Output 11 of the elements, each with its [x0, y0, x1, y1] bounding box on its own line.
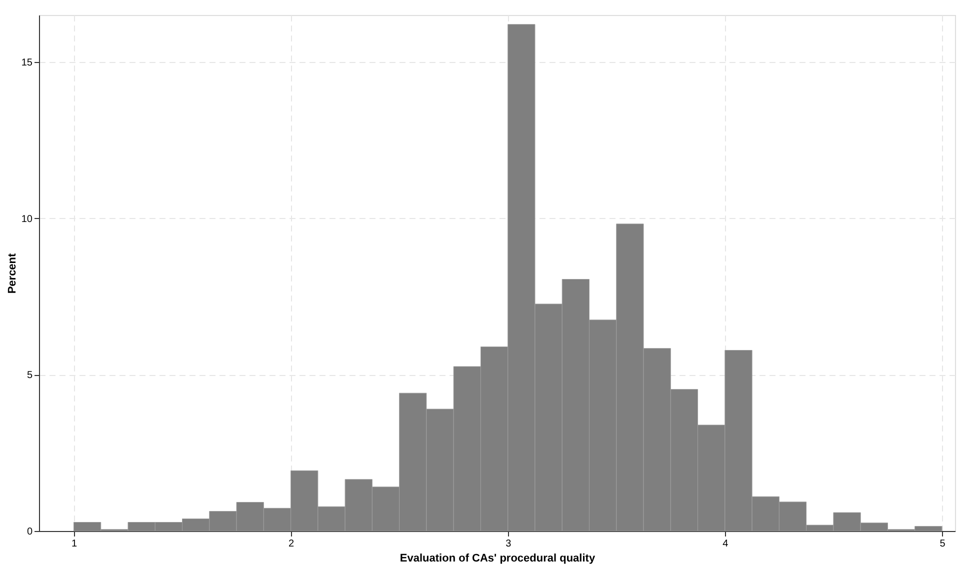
x-tick-label: 5 — [940, 538, 946, 550]
y-axis-title: Percent — [6, 252, 18, 294]
y-tick-label: 5 — [26, 370, 33, 382]
x-tick-label: 2 — [288, 538, 295, 550]
x-tick-label: 4 — [722, 538, 729, 550]
y-tick-label: 10 — [21, 214, 33, 225]
x-tick-label: 1 — [71, 538, 78, 550]
x-tick-label: 3 — [506, 538, 512, 550]
y-tick-label: 15 — [21, 57, 33, 68]
x-axis-title: Evaluation of CAs' procedural quality — [400, 552, 596, 564]
y-tick-label: 0 — [26, 526, 33, 538]
